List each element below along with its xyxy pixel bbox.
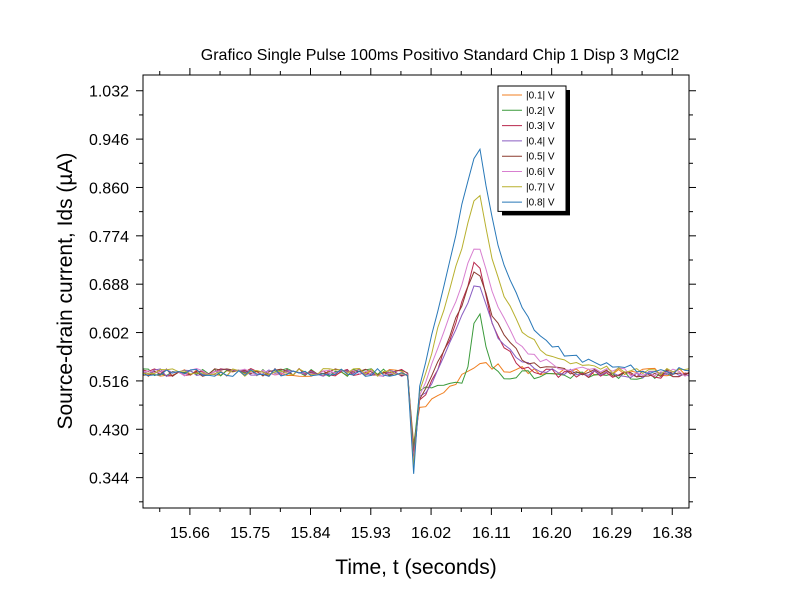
y-tick-label: 1.032	[89, 84, 129, 101]
legend: |0.1| V |0.2| V |0.3| V |0.4| V |0.5| V |0.6|…	[497, 85, 570, 216]
legend-label: |0.1| V	[526, 91, 555, 102]
series-line-8	[143, 147, 689, 474]
x-axis-title: Time, t (seconds)	[335, 556, 496, 579]
y-tick-label: 0.430	[89, 422, 129, 439]
x-tick-label: 15.66	[170, 525, 210, 542]
x-tick-label: 15.75	[230, 525, 270, 542]
y-tick-label: 0.688	[89, 277, 129, 294]
legend-label: |0.2| V	[526, 106, 555, 117]
x-tick-label: 16.02	[411, 525, 451, 542]
legend-label: |0.7| V	[526, 182, 555, 193]
y-tick-label: 0.946	[89, 132, 129, 149]
legend-box	[497, 85, 567, 212]
x-tick-label: 16.20	[532, 525, 572, 542]
series-layer	[143, 147, 689, 474]
y-tick-label: 0.860	[89, 180, 129, 197]
y-tick-label: 0.774	[89, 229, 129, 246]
legend-label: |0.5| V	[526, 152, 555, 163]
y-axis-title: Source-drain current, Ids (µA)	[54, 152, 77, 429]
x-tick-label: 16.38	[652, 525, 692, 542]
y-tick-label: 0.516	[89, 374, 129, 391]
x-tick-label: 16.29	[592, 525, 632, 542]
x-tick-label: 15.93	[351, 525, 391, 542]
y-tick-label: 0.602	[89, 326, 129, 343]
legend-label: |0.3| V	[526, 121, 555, 132]
axis-layer: 15.66 15.75 15.84 15.93 16.02 16.11 16.20 16.29…	[89, 68, 696, 542]
legend-label: |0.8| V	[526, 198, 555, 209]
legend-label: |0.6| V	[526, 167, 555, 178]
chart-title: Grafico Single Pulse 100ms Positivo Stan…	[201, 47, 680, 64]
x-tick-label: 16.11	[472, 525, 511, 542]
plot-frame	[142, 74, 690, 509]
x-tick-label: 15.84	[290, 525, 330, 542]
legend-label: |0.4| V	[526, 136, 555, 147]
y-tick-label: 0.344	[89, 471, 129, 488]
